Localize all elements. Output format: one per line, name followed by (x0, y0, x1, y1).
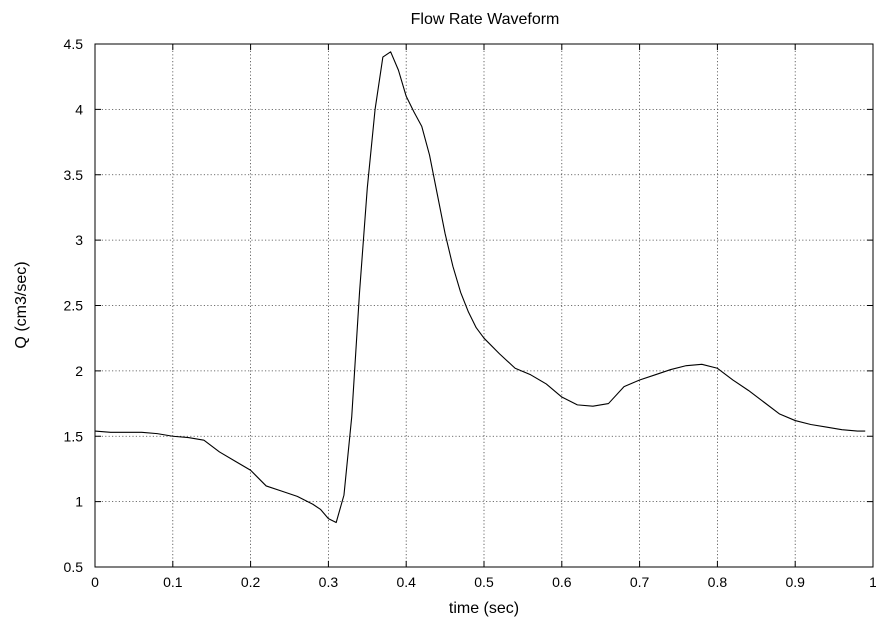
y-tick-label: 4.5 (64, 36, 84, 52)
x-tick-label: 0.4 (396, 574, 416, 590)
x-tick-labels: 0 0.1 0.2 0.3 0.4 0.5 0.6 0.7 0.8 0.9 1 (91, 574, 876, 590)
y-tick-label: 3.5 (64, 167, 84, 183)
x-tick-label: 0 (91, 574, 99, 590)
y-tick-label: 1.5 (64, 428, 84, 444)
x-axis-label: time (sec) (449, 600, 519, 617)
x-tick-label: 0.3 (319, 574, 339, 590)
x-tick-label: 0.1 (163, 574, 183, 590)
x-tick-label: 0.8 (708, 574, 728, 590)
y-axis-label: Q (cm3/sec) (13, 261, 30, 348)
x-tick-label: 0.6 (552, 574, 572, 590)
chart-title: Flow Rate Waveform (411, 11, 560, 28)
x-tick-label: 0.2 (241, 574, 261, 590)
y-tick-label: 0.5 (64, 559, 84, 575)
grid-lines (95, 44, 873, 567)
y-tick-label: 3 (75, 232, 83, 248)
x-tick-label: 0.9 (785, 574, 805, 590)
y-tick-label: 2.5 (64, 298, 84, 314)
x-tick-label: 0.5 (474, 574, 494, 590)
y-tick-label: 2 (75, 363, 83, 379)
x-tick-label: 1 (869, 574, 876, 590)
y-tick-label: 1 (75, 494, 83, 510)
series-layer (95, 52, 865, 523)
flow-rate-series-line (95, 52, 865, 523)
y-tick-labels: 0.5 1 1.5 2 2.5 3 3.5 4 4.5 (64, 36, 84, 575)
y-tick-label: 4 (75, 101, 83, 117)
x-tick-label: 0.7 (630, 574, 650, 590)
